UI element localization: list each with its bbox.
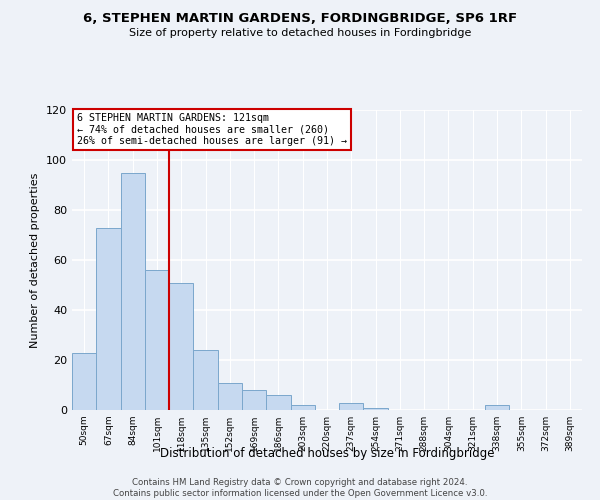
Y-axis label: Number of detached properties: Number of detached properties (31, 172, 40, 348)
Bar (72, 352, 96, 410)
Text: Contains HM Land Registry data © Crown copyright and database right 2024.
Contai: Contains HM Land Registry data © Crown c… (113, 478, 487, 498)
Bar (218, 382, 242, 410)
Bar (96, 228, 121, 410)
Bar (485, 405, 509, 410)
Bar (121, 172, 145, 410)
Bar (266, 395, 290, 410)
Text: 6, STEPHEN MARTIN GARDENS, FORDINGBRIDGE, SP6 1RF: 6, STEPHEN MARTIN GARDENS, FORDINGBRIDGE… (83, 12, 517, 26)
Bar (145, 270, 169, 410)
Text: 6 STEPHEN MARTIN GARDENS: 121sqm
← 74% of detached houses are smaller (260)
26% : 6 STEPHEN MARTIN GARDENS: 121sqm ← 74% o… (77, 113, 347, 146)
Bar (339, 402, 364, 410)
Text: Size of property relative to detached houses in Fordingbridge: Size of property relative to detached ho… (129, 28, 471, 38)
Bar (364, 408, 388, 410)
Bar (290, 405, 315, 410)
Text: Distribution of detached houses by size in Fordingbridge: Distribution of detached houses by size … (160, 448, 494, 460)
Bar (193, 350, 218, 410)
Bar (169, 282, 193, 410)
Bar (242, 390, 266, 410)
